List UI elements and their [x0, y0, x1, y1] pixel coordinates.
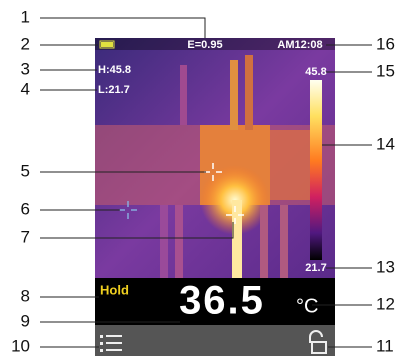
callout: 7 [21, 227, 30, 246]
device-screen: E=0.95 AM12:08 H:45.8 L:21.7 45.8 21.7 H… [95, 38, 335, 356]
scale-min: 21.7 [305, 262, 326, 274]
high-temp: H:45.8 [98, 64, 131, 76]
callout: 6 [21, 199, 30, 218]
emissivity: E=0.95 [187, 39, 222, 51]
wire [260, 205, 268, 278]
callout: 14 [376, 134, 395, 153]
diagram: E=0.95 AM12:08 H:45.8 L:21.7 45.8 21.7 H… [0, 0, 404, 356]
callout: 12 [376, 294, 395, 313]
callout: 9 [21, 311, 30, 330]
wire [180, 65, 187, 125]
temperature-reading: 36.5 [179, 279, 265, 323]
menu-bar [95, 325, 335, 356]
wire [230, 60, 238, 130]
callout: 2 [21, 34, 30, 53]
callout: 8 [21, 286, 30, 305]
hold-indicator: Hold [100, 282, 129, 297]
time: AM12:08 [277, 39, 322, 51]
scale-max: 45.8 [305, 66, 326, 78]
callout: 13 [376, 257, 395, 276]
low-temp: L:21.7 [98, 84, 130, 96]
wire [175, 205, 183, 278]
callout: 11 [376, 336, 394, 355]
callout: 5 [21, 161, 30, 180]
callout: 10 [11, 336, 30, 355]
wire [280, 205, 288, 278]
callout: 1 [21, 7, 30, 26]
battery-level [101, 42, 113, 47]
color-bar [310, 80, 322, 260]
wire [245, 55, 253, 130]
temperature-unit: °C [296, 295, 318, 317]
wire [160, 205, 168, 278]
callout: 16 [376, 34, 395, 53]
callout: 15 [376, 61, 395, 80]
callout: 4 [21, 79, 30, 98]
hot-wire [232, 200, 242, 278]
warm-breaker [270, 130, 310, 200]
callout: 3 [21, 59, 30, 78]
